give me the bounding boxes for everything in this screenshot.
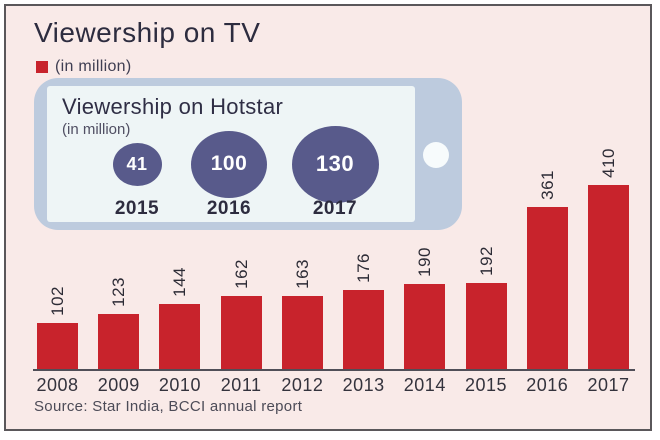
bar <box>159 304 201 369</box>
bar <box>220 296 262 369</box>
bar-year-label: 2016 <box>526 375 569 395</box>
bar-value-label: 190 <box>415 247 435 277</box>
bar <box>465 283 507 369</box>
bar-group: 144 2010 <box>159 135 201 395</box>
hotstar-title: Viewership on Hotstar <box>62 94 284 119</box>
bar <box>37 323 78 369</box>
page-title: Viewership on TV <box>34 17 261 48</box>
phone-home-button-icon <box>423 142 449 168</box>
legend-unit-label: (in million) <box>55 58 132 75</box>
bar-value-label: 144 <box>170 267 190 297</box>
bar-value-label: 162 <box>231 259 251 289</box>
source-note: Source: Star India, BCCI annual report <box>34 398 303 415</box>
bar <box>343 290 385 369</box>
bar-group: 192 2015 <box>465 135 507 395</box>
bar <box>587 185 629 369</box>
bar-value-label: 176 <box>354 253 374 283</box>
hotstar-bubble: 41 <box>112 142 162 186</box>
bubble-year-label: 2017 <box>312 198 358 219</box>
bar-group: 102 2008 <box>36 135 78 395</box>
bar <box>526 207 568 369</box>
legend-color-swatch <box>36 61 48 73</box>
hotstar-bubble: 130 <box>291 125 379 203</box>
bar-group: 410 2017 <box>587 135 629 395</box>
bubble-year-label: 2016 <box>206 198 252 219</box>
bar-group: 163 2012 <box>281 135 323 395</box>
bar-group: 123 2009 <box>98 135 140 395</box>
bar-group: 190 2014 <box>404 135 446 395</box>
bar-year-label: 2013 <box>342 375 385 395</box>
bar-year-label: 2010 <box>158 375 201 395</box>
bar-value-label: 102 <box>48 286 67 316</box>
x-axis-line <box>33 369 635 371</box>
phone-inset: Viewership on Hotstar (in million) 41 201… <box>34 78 462 230</box>
bar-value-label: 123 <box>109 277 129 307</box>
bar <box>404 284 446 369</box>
bar-year-label: 2009 <box>97 375 140 395</box>
bar-value-label: 163 <box>292 259 312 289</box>
bar-year-label: 2014 <box>403 375 446 395</box>
bar <box>281 296 323 369</box>
bar-group: 162 2011 <box>220 135 262 395</box>
tv-bar-chart: 102 2008 123 2009 144 2010 162 2011 163 2012 176 20… <box>36 135 629 395</box>
infographic-frame: Viewership on TV (in million) Viewership… <box>4 4 652 431</box>
bar-value-label: 361 <box>537 170 557 200</box>
bar-year-label: 2012 <box>281 375 324 395</box>
bar-year-label: 2015 <box>465 375 508 395</box>
bar-group: 361 2016 <box>526 135 568 395</box>
bar-year-label: 2017 <box>587 375 630 395</box>
tv-legend: (in million) <box>36 58 132 76</box>
hotstar-bubble: 100 <box>191 130 267 198</box>
bar-value-label: 192 <box>476 246 496 276</box>
bar-year-label: 2011 <box>220 375 262 395</box>
bar-value-label: 410 <box>598 148 618 178</box>
hotstar-unit-label: (in million) <box>62 121 131 138</box>
hotstar-screen: Viewership on Hotstar (in million) 41 201… <box>47 86 415 222</box>
bar-year-label: 2008 <box>36 375 79 395</box>
bar-group: 176 2013 <box>343 135 385 395</box>
bubble-year-label: 2015 <box>114 198 160 219</box>
bar <box>98 314 140 369</box>
